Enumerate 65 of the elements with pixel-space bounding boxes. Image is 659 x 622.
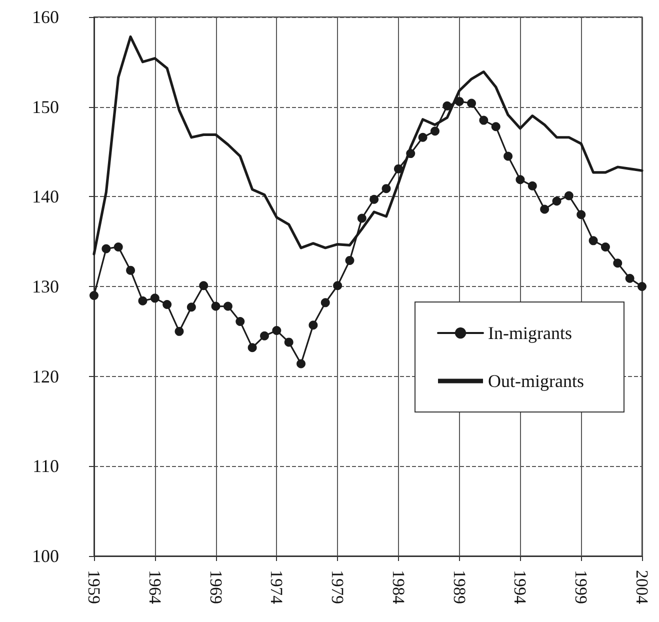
point bbox=[260, 331, 269, 340]
point bbox=[138, 296, 148, 306]
point bbox=[320, 298, 330, 308]
point bbox=[248, 343, 257, 352]
point bbox=[600, 242, 610, 252]
x-tick-label: 1999 bbox=[572, 570, 591, 604]
point bbox=[333, 281, 342, 290]
legend-label: Out-migrants bbox=[488, 371, 584, 391]
point bbox=[406, 149, 416, 158]
x-tick-label: 2004 bbox=[632, 570, 652, 604]
x-tick-label: 1974 bbox=[267, 570, 286, 604]
y-tick-label: 110 bbox=[32, 456, 59, 476]
point bbox=[625, 274, 634, 283]
point bbox=[308, 320, 318, 330]
point bbox=[284, 338, 294, 347]
point bbox=[576, 210, 586, 220]
y-tick-label: 120 bbox=[32, 366, 59, 386]
point bbox=[199, 281, 208, 290]
x-tick-label: 1989 bbox=[450, 570, 469, 604]
legend-label: In-migrants bbox=[488, 323, 572, 343]
point bbox=[528, 181, 537, 190]
point bbox=[126, 266, 136, 275]
point bbox=[479, 116, 488, 125]
y-tick-label: 140 bbox=[32, 186, 59, 207]
y-tick-label: 130 bbox=[32, 276, 59, 296]
point bbox=[382, 184, 391, 194]
point bbox=[442, 101, 452, 110]
point bbox=[296, 359, 306, 368]
point bbox=[162, 300, 172, 309]
point bbox=[638, 282, 646, 291]
x-tick-label: 1969 bbox=[206, 570, 226, 604]
point bbox=[454, 96, 464, 106]
x-tick-label: 1979 bbox=[328, 570, 348, 604]
x-tick-label: 1959 bbox=[84, 570, 104, 604]
point bbox=[430, 126, 440, 136]
point bbox=[102, 244, 111, 254]
point bbox=[564, 191, 574, 200]
point bbox=[394, 164, 403, 174]
point bbox=[516, 175, 525, 184]
point bbox=[357, 214, 366, 223]
point bbox=[552, 196, 562, 206]
point bbox=[174, 326, 184, 336]
y-tick-label: 150 bbox=[32, 96, 59, 117]
point bbox=[186, 302, 196, 312]
point bbox=[588, 236, 598, 246]
point bbox=[150, 294, 160, 303]
y-tick-label: 160 bbox=[32, 7, 59, 27]
point bbox=[418, 132, 428, 142]
point bbox=[345, 256, 354, 265]
point bbox=[223, 302, 232, 311]
point bbox=[370, 194, 379, 204]
point bbox=[540, 204, 550, 214]
point bbox=[114, 242, 123, 252]
point bbox=[236, 317, 245, 326]
point bbox=[90, 290, 98, 300]
x-tick-label: 1984 bbox=[388, 570, 408, 604]
x-tick-label: 1994 bbox=[510, 570, 530, 604]
point bbox=[491, 122, 500, 132]
point bbox=[504, 152, 513, 161]
point bbox=[272, 326, 282, 336]
point bbox=[467, 98, 476, 108]
point bbox=[211, 302, 220, 311]
point bbox=[613, 258, 622, 268]
y-tick-label: 100 bbox=[32, 546, 59, 566]
x-tick-label: 1964 bbox=[145, 570, 164, 604]
